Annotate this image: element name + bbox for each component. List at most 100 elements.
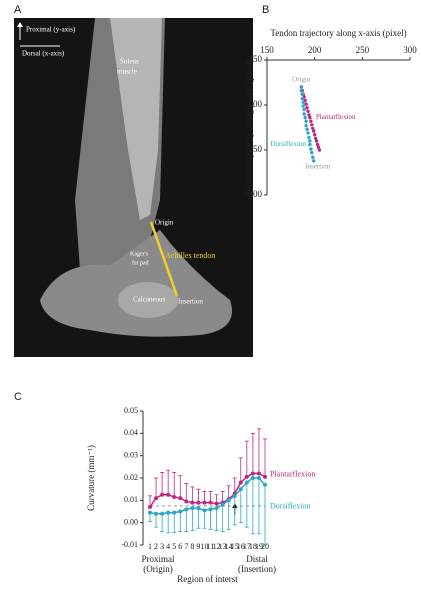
annotation: Origin xyxy=(292,76,311,84)
y-tick-label: 200 xyxy=(249,99,263,109)
point xyxy=(257,476,261,480)
point xyxy=(304,124,307,127)
point xyxy=(307,136,310,139)
x-tick-label: 3 xyxy=(160,542,164,551)
point xyxy=(215,506,219,510)
y-axis-label: Tendon trajectory along y-axis (pixel) xyxy=(244,59,254,195)
point xyxy=(302,108,305,111)
y-tick-label: 0.05 xyxy=(124,406,138,415)
x-tick-label: 150 xyxy=(260,45,274,55)
panel-label: C xyxy=(14,391,22,403)
x-end-label: Distal xyxy=(246,554,268,564)
x-tick-label: 6 xyxy=(178,542,182,551)
point xyxy=(306,110,309,113)
point xyxy=(310,151,313,154)
point xyxy=(304,102,307,105)
point xyxy=(311,156,314,159)
point xyxy=(257,472,261,476)
point xyxy=(301,97,304,100)
point xyxy=(302,112,305,115)
y-tick-label: 300 xyxy=(249,189,263,199)
point xyxy=(154,496,158,500)
point xyxy=(309,120,312,123)
series-label: Dorsiflexion xyxy=(271,140,307,148)
x-tick-label: 4 xyxy=(166,542,170,551)
axis-note: Proximal (y-axis) xyxy=(26,26,76,34)
point xyxy=(209,501,213,505)
point xyxy=(178,496,182,500)
point xyxy=(190,501,194,505)
x-tick-label: 7 xyxy=(184,542,188,551)
point xyxy=(172,511,176,515)
point xyxy=(202,508,206,512)
point xyxy=(160,512,164,516)
point xyxy=(263,475,267,479)
point xyxy=(178,510,182,514)
point xyxy=(215,502,219,506)
structure-label: muscle xyxy=(117,68,137,76)
structure-label: Insertion xyxy=(178,298,203,306)
point xyxy=(318,148,321,151)
x-end-label: (Insertion) xyxy=(238,564,276,574)
structure-label: Achilles tendon xyxy=(165,251,215,260)
structure-label: Soleus xyxy=(120,58,139,66)
point xyxy=(308,143,311,146)
x-tick-label: 250 xyxy=(356,45,370,55)
x-tick-label: 8 xyxy=(190,542,194,551)
chart-title: Tendon trajectory along x-axis (pixel) xyxy=(270,28,406,38)
point xyxy=(306,131,309,134)
point xyxy=(148,511,152,515)
point xyxy=(308,139,311,142)
structure-label: fat pad xyxy=(132,259,149,266)
point xyxy=(308,116,311,119)
series-label: Plantarflexion xyxy=(316,113,356,121)
y-tick-label: 0.01 xyxy=(124,495,138,504)
point xyxy=(209,507,213,511)
y-axis-label: Curvature (mm⁻¹) xyxy=(86,445,96,511)
structure-label: Calcaneous xyxy=(133,296,166,304)
point xyxy=(245,475,249,479)
x-tick-label: 300 xyxy=(403,45,417,55)
point xyxy=(312,129,315,132)
point xyxy=(190,506,194,510)
point xyxy=(160,493,164,497)
axis-note: Dorsal (x-axis) xyxy=(22,50,65,58)
mri-image: Proximal (y-axis) Dorsal (x-axis) Soleus… xyxy=(14,18,253,357)
point xyxy=(310,123,313,126)
x-end-label: (Origin) xyxy=(143,564,173,574)
series-label: Plantarflexion xyxy=(270,470,315,479)
point xyxy=(309,147,312,150)
point xyxy=(305,106,308,109)
figure: A B C Proximal (y-axis) Dorsal (x-axis) … xyxy=(0,0,421,591)
point xyxy=(172,495,176,499)
x-tick-label: 5 xyxy=(172,542,176,551)
point xyxy=(245,480,249,484)
point xyxy=(166,493,170,497)
point xyxy=(302,101,305,104)
point xyxy=(251,476,255,480)
point xyxy=(239,480,243,484)
structure-label: Origin xyxy=(155,219,174,227)
y-tick-label: 0.04 xyxy=(124,428,138,437)
point xyxy=(315,139,318,142)
y-tick-label: 0.03 xyxy=(124,450,138,459)
y-tick-label: 0.00 xyxy=(124,517,138,526)
x-tick-label: 200 xyxy=(308,45,322,55)
point xyxy=(305,128,308,131)
point xyxy=(239,487,243,491)
point xyxy=(313,133,316,136)
point xyxy=(233,494,237,498)
point xyxy=(184,507,188,511)
point xyxy=(300,89,303,92)
y-tick-label: -0.01 xyxy=(121,540,138,549)
annotation: Insertion xyxy=(305,162,330,170)
series-label: Dorsiflexion xyxy=(270,502,310,511)
x-tick-label: 1 xyxy=(148,542,152,551)
y-tick-label: 250 xyxy=(249,144,263,154)
point xyxy=(202,501,206,505)
point xyxy=(221,503,225,507)
y-tick-label: 150 xyxy=(249,54,263,64)
point xyxy=(166,511,170,515)
x-tick-label: 2 xyxy=(154,542,158,551)
point xyxy=(301,93,304,96)
